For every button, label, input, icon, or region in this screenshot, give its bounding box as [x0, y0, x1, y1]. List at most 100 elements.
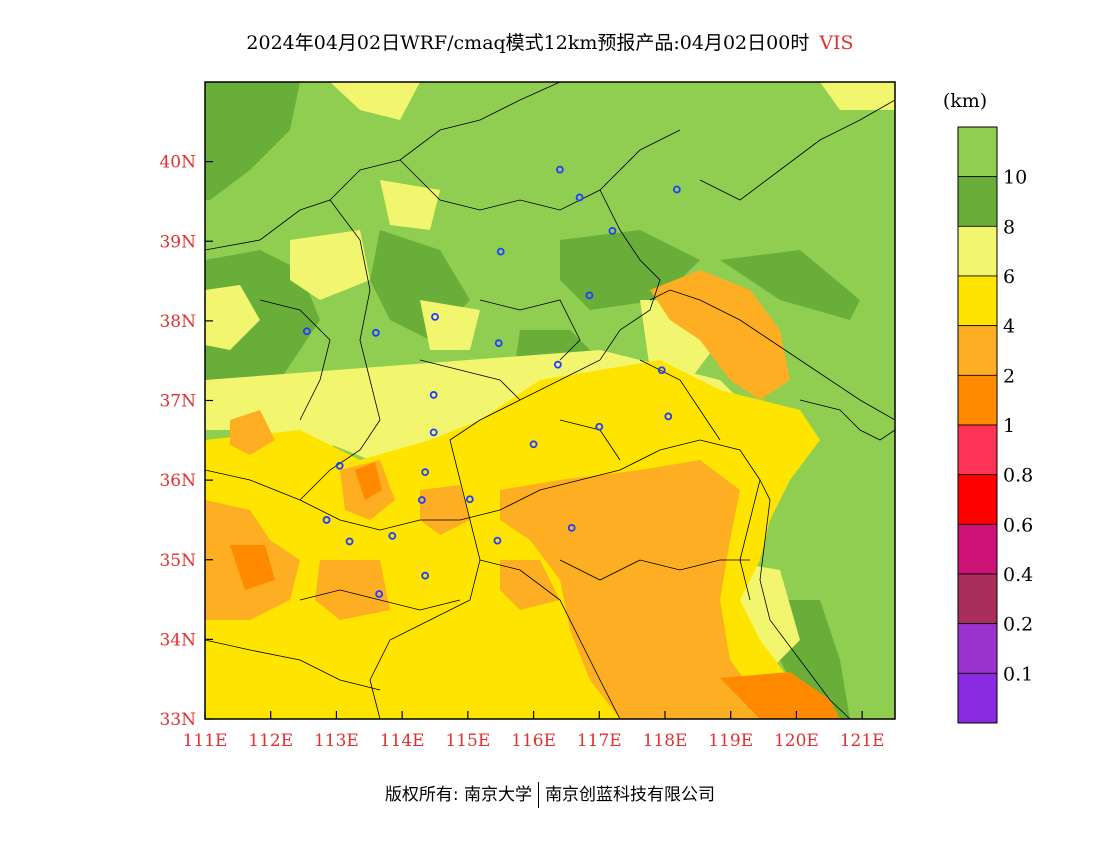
city-marker [575, 193, 584, 202]
legend-frame [957, 126, 998, 724]
legend-label: 10 [1003, 167, 1027, 189]
field-2-4 [230, 410, 275, 455]
field-1-2 [720, 672, 840, 719]
legend-label: 0.4 [1003, 564, 1033, 586]
legend-label: 0.1 [1003, 663, 1033, 685]
x-tick-label: 117E [577, 731, 622, 751]
field-1-2 [230, 545, 275, 590]
copyright-text: 版权所有: 南京大学 [384, 785, 533, 805]
x-tick-label: 115E [445, 731, 490, 751]
legend-swatch [957, 374, 998, 426]
x-tick-label: 120E [774, 731, 819, 751]
field-6-8 [820, 82, 895, 110]
city-marker [595, 422, 604, 431]
legend-label: 8 [1003, 216, 1015, 238]
coastline [649, 289, 895, 421]
city-marker [493, 536, 502, 545]
title-main: 2024年04月02日WRF/cmaq模式12km预报产品:04月02日00时 [246, 32, 810, 54]
city-marker [371, 328, 380, 337]
field-2-4 [315, 560, 390, 620]
province-border [205, 639, 381, 691]
city-marker [429, 391, 438, 399]
legend-swatch [957, 523, 998, 575]
province-border [559, 559, 750, 581]
province-border [639, 359, 721, 441]
field-6-8 [420, 300, 480, 350]
city-marker [421, 468, 430, 477]
city-marker [555, 165, 564, 174]
province-border [479, 559, 621, 719]
x-tick-label: 112E [248, 731, 293, 751]
province-border [479, 299, 581, 361]
legend-swatch [957, 126, 998, 178]
province-border [299, 589, 461, 611]
legend-swatch [957, 424, 998, 476]
x-tick-label: 121E [840, 731, 885, 751]
title-variable: VIS [819, 32, 854, 54]
city-marker [429, 428, 438, 437]
y-tick-label: 38N [159, 312, 196, 332]
city-marker [335, 461, 344, 470]
legend-swatch [957, 225, 998, 277]
province-border [449, 189, 661, 441]
field-2-4 [650, 270, 790, 400]
y-tick-label: 35N [159, 551, 196, 571]
field-6-8 [290, 230, 370, 300]
city-marker [657, 366, 666, 375]
legend-swatch [957, 325, 998, 376]
province-border [699, 99, 895, 201]
city-marker [494, 339, 503, 348]
city-marker [322, 516, 331, 524]
legend-swatches [957, 126, 998, 724]
city-marker [608, 226, 617, 235]
field-8-10 [205, 82, 300, 200]
province-border [205, 82, 561, 251]
legend-swatch [957, 275, 998, 327]
field-2-4 [420, 485, 470, 535]
city-marker [421, 571, 430, 580]
city-marker [465, 495, 474, 504]
legend-label: 0.6 [1003, 514, 1033, 536]
company-text: 南京创蓝科技有限公司 [545, 785, 716, 805]
footer: 版权所有: 南京大学 南京创蓝科技有限公司 [0, 780, 1100, 808]
city-marker [302, 327, 311, 336]
legend-labels: 10 8 6 4 2 1 0.8 0.6 0.4 0.2 0.1 [1003, 167, 1033, 686]
x-tick-label: 119E [708, 731, 753, 751]
legend-swatch [957, 672, 998, 724]
field-8-10 [720, 250, 860, 320]
province-border [419, 359, 521, 401]
province-border [205, 469, 621, 531]
x-tick-label: 111E [183, 731, 228, 751]
page-title: 2024年04月02日WRF/cmaq模式12km预报产品:04月02日00时 V… [0, 28, 1100, 55]
legend-swatch [957, 623, 998, 674]
x-tick-label: 116E [511, 731, 556, 751]
y-tick-label: 39N [159, 232, 196, 252]
legend-label: 1 [1003, 415, 1015, 437]
y-tick-label: 34N [159, 630, 196, 650]
city-markers [302, 165, 681, 598]
visibility-field [205, 82, 895, 719]
x-tick-label: 113E [314, 731, 359, 751]
legend-label: 0.8 [1003, 465, 1033, 487]
city-marker [585, 291, 594, 300]
province-border [619, 439, 761, 601]
coastline [759, 479, 851, 719]
footer-separator [538, 782, 540, 808]
coastline [799, 399, 895, 441]
field-4-6 [560, 410, 640, 460]
y-tick-label: 36N [159, 471, 196, 491]
x-axis-ticks: 111E 112E 113E 114E 115E 116E 117E 118E 119E 120E… [183, 711, 885, 751]
field-2-4 [500, 560, 560, 610]
province-border [259, 299, 331, 421]
x-tick-label: 118E [643, 731, 688, 751]
legend-label: 6 [1003, 266, 1015, 288]
field-6-8 [380, 180, 440, 230]
y-axis-ticks: 33N 34N 35N 36N 37N 38N 39N 40N [159, 153, 213, 730]
legend-swatch [957, 573, 998, 625]
city-marker [567, 524, 576, 532]
y-tick-label: 37N [159, 392, 196, 412]
y-tick-label: 33N [159, 710, 196, 730]
city-marker [388, 531, 397, 540]
city-marker [431, 312, 439, 321]
